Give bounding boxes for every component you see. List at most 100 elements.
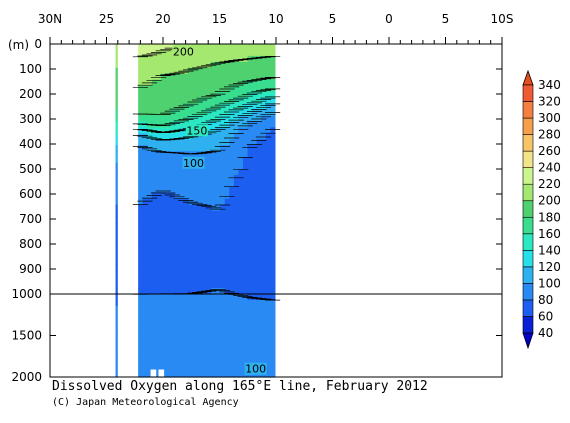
- heatmap-cell: [179, 258, 185, 265]
- heatmap-cell: [165, 264, 171, 271]
- heatmap-cell: [142, 139, 148, 146]
- heatmap-cell: [229, 91, 235, 99]
- heatmap-cell: [138, 139, 144, 146]
- heatmap-cell: [265, 305, 271, 313]
- station-column-cell: [115, 192, 118, 200]
- heatmap-cell: [256, 91, 262, 99]
- heatmap-cell: [138, 246, 144, 253]
- heatmap-cell: [242, 246, 249, 253]
- heatmap-cell: [192, 371, 198, 378]
- heatmap-cell: [142, 294, 148, 301]
- heatmap-cell: [215, 270, 221, 277]
- heatmap-cell: [256, 198, 262, 206]
- heatmap-cell: [224, 198, 230, 206]
- heatmap-cell: [183, 264, 189, 271]
- heatmap-cell: [252, 210, 258, 218]
- heatmap-cell: [160, 67, 167, 75]
- heatmap-cell: [197, 276, 203, 283]
- x-tick-label: 15: [212, 12, 227, 26]
- heatmap-cell: [179, 73, 185, 81]
- heatmap-cell: [242, 73, 249, 81]
- heatmap-cell: [197, 61, 203, 69]
- x-tick-label: 5: [329, 12, 337, 26]
- heatmap-cell: [147, 282, 153, 289]
- heatmap-cell: [247, 91, 253, 99]
- heatmap-cell: [197, 97, 203, 105]
- heatmap-cell: [179, 317, 185, 325]
- heatmap-cell: [138, 276, 144, 283]
- heatmap-cell: [174, 234, 180, 242]
- heatmap-cell: [215, 305, 221, 313]
- heatmap-cell: [215, 294, 221, 301]
- heatmap-cell: [165, 79, 171, 87]
- heatmap-cell: [147, 359, 153, 366]
- heatmap-cell: [201, 85, 208, 93]
- heatmap-cell: [233, 311, 240, 319]
- heatmap-cell: [170, 317, 176, 325]
- heatmap-cell: [147, 365, 153, 372]
- heatmap-cell: [188, 353, 194, 360]
- colorbar-segment: [522, 283, 534, 301]
- heatmap-cell: [229, 228, 235, 236]
- heatmap-cell: [201, 91, 208, 99]
- heatmap-cell: [224, 258, 230, 265]
- heatmap-cell: [229, 264, 235, 271]
- contour-220: [132, 47, 180, 58]
- heatmap-cell: [242, 49, 249, 57]
- heatmap-cell: [261, 276, 267, 283]
- heatmap-cell: [165, 49, 171, 57]
- colorbar-label: 280: [538, 128, 561, 142]
- heatmap-cell: [142, 151, 148, 158]
- heatmap-cell: [197, 115, 203, 122]
- heatmap-cell: [142, 365, 148, 372]
- heatmap-cell: [188, 174, 194, 182]
- heatmap-cell: [211, 61, 217, 69]
- heatmap-cell: [179, 151, 185, 158]
- heatmap-cell: [247, 67, 253, 75]
- heatmap-cell: [183, 258, 189, 265]
- heatmap-cell: [220, 341, 226, 348]
- heatmap-cell: [261, 139, 267, 146]
- heatmap-cell: [156, 97, 162, 105]
- heatmap-cell: [229, 311, 235, 319]
- heatmap-cell: [233, 276, 240, 283]
- heatmap-cell: [206, 323, 212, 331]
- heatmap-cell: [174, 240, 180, 247]
- heatmap-cell: [138, 163, 144, 170]
- heatmap-cell: [142, 91, 148, 99]
- heatmap-cell: [179, 347, 185, 354]
- heatmap-cell: [229, 353, 235, 360]
- heatmap-cell: [147, 67, 153, 75]
- heatmap-cell: [233, 347, 240, 354]
- heatmap-cell: [229, 329, 235, 337]
- heatmap-cell: [183, 305, 189, 313]
- heatmap-cell: [270, 145, 276, 152]
- heatmap-cell: [215, 359, 221, 366]
- heatmap-cell: [201, 61, 208, 69]
- heatmap-cell: [220, 258, 226, 265]
- heatmap-cell: [151, 365, 157, 372]
- heatmap-cell: [179, 210, 185, 218]
- heatmap-cell: [192, 186, 198, 194]
- heatmap-cell: [215, 288, 221, 295]
- heatmap-cell: [261, 341, 267, 348]
- heatmap-cell: [261, 163, 267, 170]
- heatmap-cell: [188, 91, 194, 99]
- heatmap-cell: [156, 49, 162, 57]
- heatmap-cell: [233, 353, 240, 360]
- heatmap-cell: [192, 85, 198, 93]
- heatmap-cell: [265, 234, 271, 242]
- heatmap-cell: [252, 246, 258, 253]
- heatmap-cell: [242, 270, 249, 277]
- heatmap-cell: [138, 157, 144, 164]
- heatmap-cell: [197, 210, 203, 218]
- heatmap-cell: [160, 258, 167, 265]
- heatmap-cell: [256, 186, 262, 194]
- heatmap-cell: [261, 133, 267, 140]
- heatmap-cell: [229, 240, 235, 247]
- heatmap-cell: [220, 246, 226, 253]
- heatmap-cell: [242, 222, 249, 230]
- heatmap-cell: [183, 365, 189, 372]
- heatmap-cell: [270, 97, 276, 105]
